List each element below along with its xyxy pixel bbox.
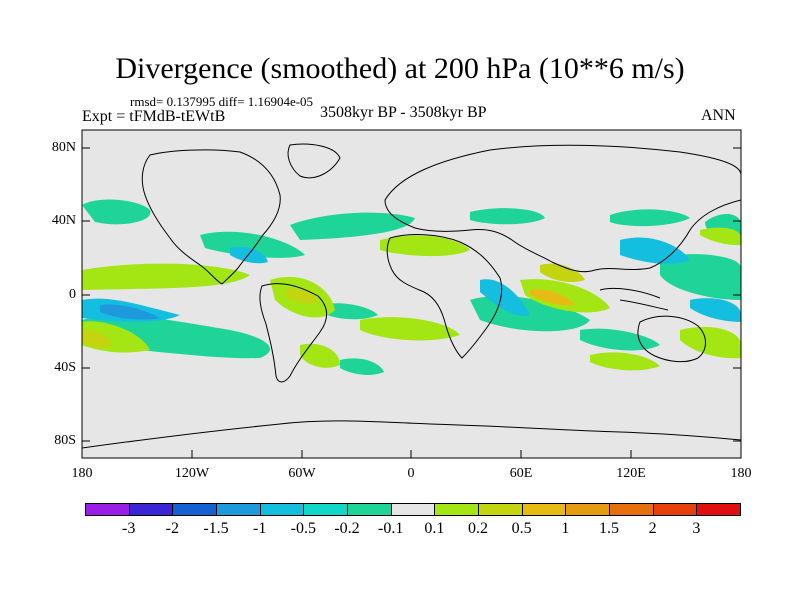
coastlines [82, 143, 741, 449]
field-patch [520, 279, 610, 313]
coast-antarctica [82, 420, 741, 449]
field-patch [285, 288, 318, 304]
field-patch [360, 317, 460, 341]
colorbar-label: 0.2 [468, 520, 488, 537]
colorbar-box [609, 503, 654, 516]
field-patch [200, 231, 305, 258]
colorbar-box [216, 503, 261, 516]
colorbar-label: -0.1 [377, 520, 404, 537]
colorbar-label: -1 [252, 520, 267, 537]
season-label: ANN [701, 107, 736, 124]
colorbar-box [259, 503, 305, 516]
colorbar-label: 0.5 [511, 520, 532, 537]
colorbar-box [478, 503, 523, 516]
field-patch [480, 279, 530, 316]
field-patch [290, 212, 415, 240]
coast-europe-asia [384, 144, 741, 273]
lon-label-60w: 60W [288, 466, 316, 481]
field-patch [470, 208, 545, 225]
field-patch [320, 303, 378, 320]
colorbar-label: 1.5 [599, 520, 619, 537]
field-patch [380, 235, 470, 257]
colorbar-label: -3 [121, 520, 136, 537]
field-patch [300, 343, 340, 368]
colorbar-box [521, 503, 567, 516]
lat-label-40s: 40S [54, 360, 76, 375]
divergence-field [82, 199, 741, 375]
field-patch [82, 263, 250, 290]
field-patch [82, 199, 151, 225]
colorbar-box [303, 503, 348, 516]
colorbar-label: 3 [692, 520, 701, 537]
coast-south-america [259, 283, 327, 383]
field-patch [82, 329, 112, 348]
coast-greenland [287, 143, 341, 179]
colorbar-label: -2 [165, 520, 179, 537]
field-patch [660, 254, 741, 300]
field-patch [540, 263, 585, 283]
colorbar-box [652, 503, 698, 516]
lat-label-0: 0 [69, 287, 76, 302]
colorbar-box [696, 503, 741, 516]
colorbar-label: 2 [648, 520, 657, 537]
lat-label-80s: 80S [54, 433, 76, 448]
colorbar-box [390, 503, 436, 516]
colorbar-box [128, 503, 174, 516]
field-patch [340, 358, 384, 375]
colorbar-box [565, 503, 610, 516]
colorbar-box [85, 503, 130, 516]
colorbar-label: 1 [561, 520, 570, 537]
lon-label-60e: 60E [509, 466, 533, 481]
lat-label-40n: 40N [51, 213, 76, 228]
figure-title: Divergence (smoothed) at 200 hPa (10**6 … [115, 52, 685, 85]
lon-label-120e: 120E [616, 466, 646, 481]
coast-australia [637, 315, 706, 363]
colorbar-label: -0.2 [334, 520, 360, 537]
experiment-label: Expt = tFMdB-tEWtB [82, 108, 226, 125]
colorbar-box [434, 503, 479, 516]
colorbar-box [347, 503, 392, 516]
colorbar-box [172, 503, 217, 516]
lon-ticks [81, 450, 742, 458]
stats-line: rmsd= 0.137995 diff= 1.16904e-05 [130, 94, 314, 109]
lon-label-180e: 180 [730, 466, 752, 481]
colorbar-label: 0.1 [424, 520, 445, 537]
lon-label-180w: 180 [71, 466, 93, 481]
field-patch [620, 237, 690, 264]
period-label: 3508kyr BP - 3508kyr BP [320, 104, 487, 121]
lon-label-120w: 120W [174, 466, 210, 481]
lon-label-0: 0 [407, 466, 415, 481]
field-patch [610, 209, 690, 227]
coast-indonesia [599, 287, 669, 311]
colorbar-label: -1.5 [203, 520, 229, 537]
field-patch [590, 352, 660, 371]
lat-ticks [82, 147, 741, 442]
field-patch [230, 246, 268, 264]
field-patch [700, 227, 741, 246]
coast-north-america [141, 149, 281, 285]
map-background [82, 130, 741, 458]
field-patch [690, 298, 741, 322]
colorbar-label: -0.5 [290, 520, 316, 537]
field-patch [530, 289, 575, 306]
lat-label-80n: 80N [51, 140, 76, 155]
field-patch [680, 326, 741, 359]
field-patch [100, 304, 160, 320]
field-patch [580, 328, 660, 351]
coast-africa [386, 234, 503, 359]
